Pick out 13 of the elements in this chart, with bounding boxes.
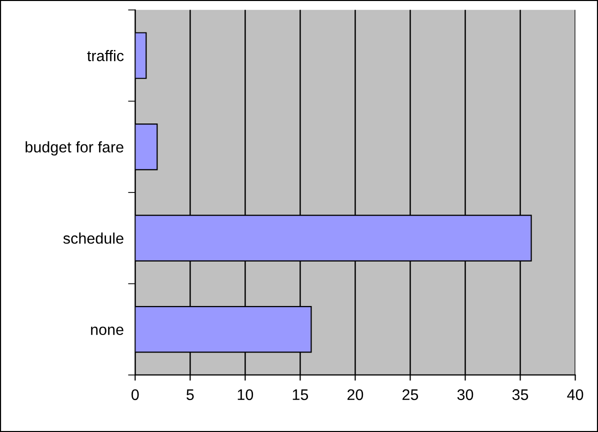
y-tick-label: traffic (87, 50, 124, 62)
x-tick-label: 20 (347, 389, 364, 400)
y-tick-label: schedule (63, 232, 124, 244)
x-tick-label: 10 (238, 389, 254, 400)
x-tick-label: 35 (512, 389, 528, 400)
x-tick-label: 15 (292, 389, 308, 400)
x-tick-label: 25 (402, 389, 418, 400)
x-tick-label: 0 (131, 389, 139, 400)
x-tick-label: 40 (567, 389, 584, 400)
x-tick-label: 30 (457, 389, 474, 400)
y-tick-label: budget for fare (26, 141, 124, 156)
x-tick-label: 5 (186, 389, 194, 400)
y-tick-label: none (91, 326, 124, 336)
